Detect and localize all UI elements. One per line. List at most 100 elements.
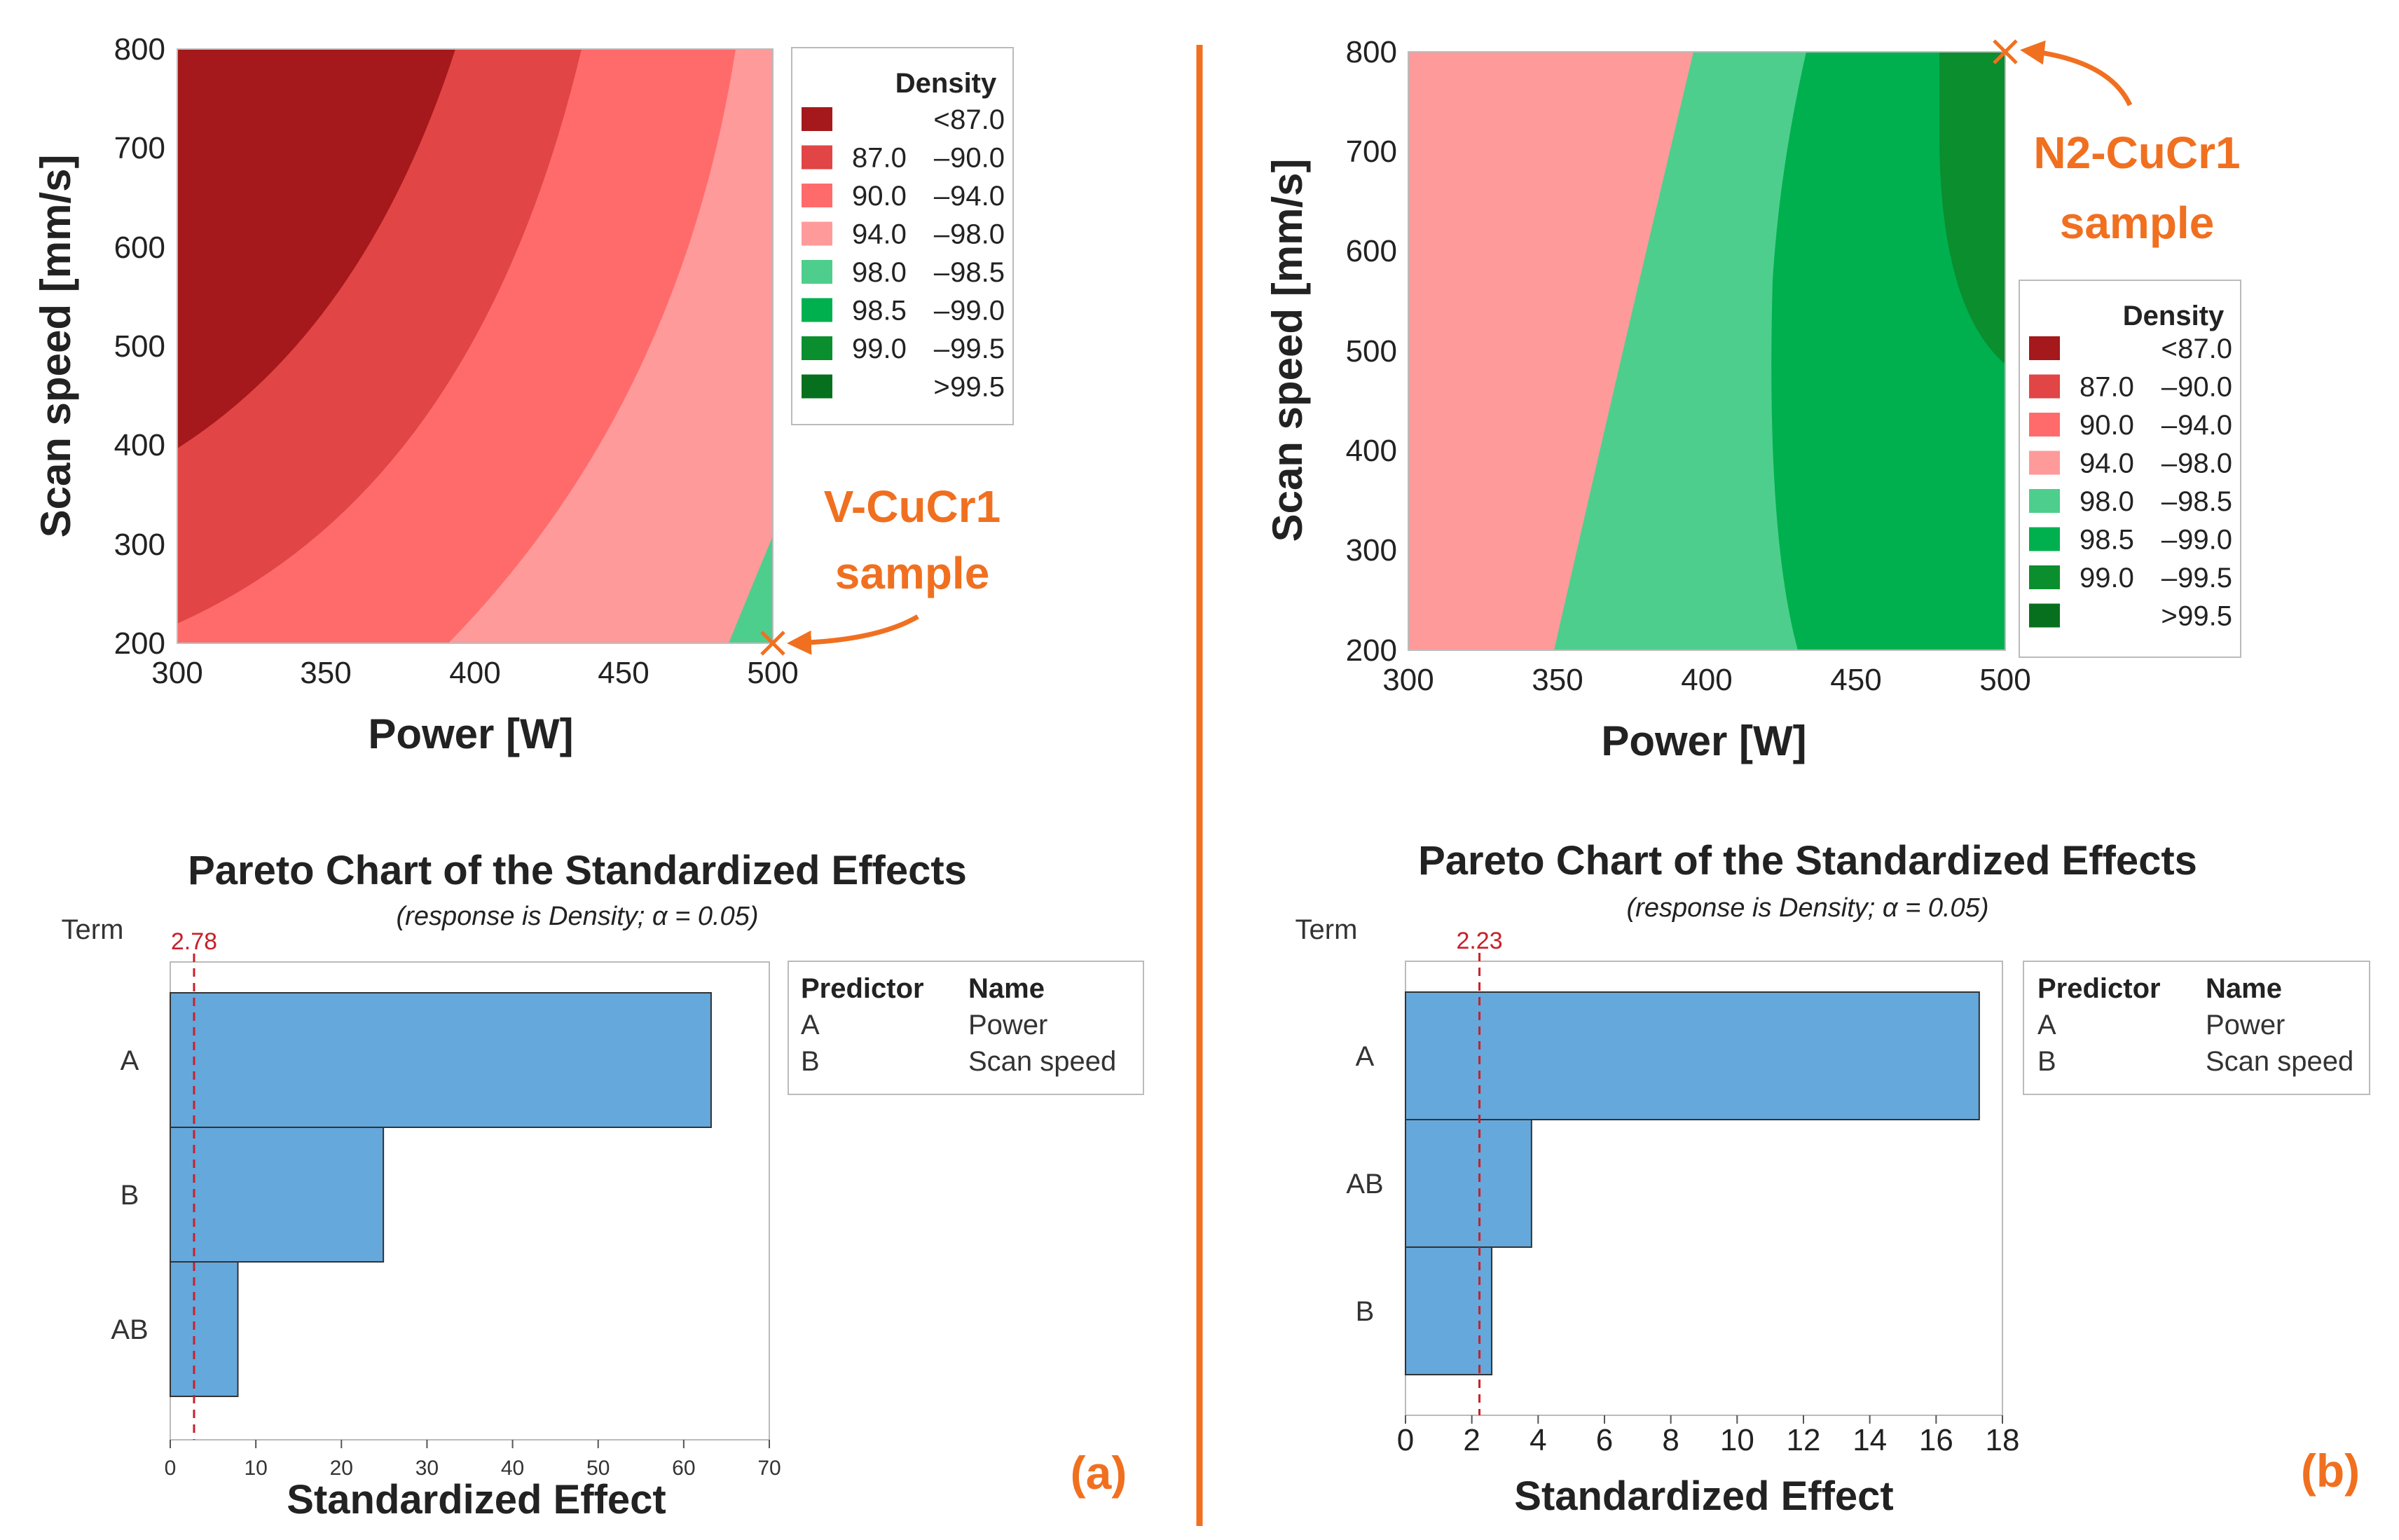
predictor-header: Name bbox=[968, 973, 1045, 1004]
term-tick: AB bbox=[111, 1314, 148, 1345]
y-tick: 700 bbox=[1346, 135, 1397, 169]
region-a-98-985 bbox=[729, 536, 773, 643]
x-axis-title: Standardized Effect bbox=[1514, 1473, 1893, 1519]
pareto-bar-ab bbox=[170, 1261, 239, 1397]
x-tick: 300 bbox=[151, 656, 202, 690]
sample-marker-b: N2-CuCr1 sample bbox=[1993, 39, 2241, 248]
legend-dash: – bbox=[934, 296, 950, 326]
x-tick: 350 bbox=[1532, 663, 1583, 697]
legend-dash: – bbox=[934, 334, 950, 364]
term-label: Term bbox=[1295, 914, 1358, 945]
y-axis-title: Scan speed [mm/s] bbox=[1264, 159, 1311, 542]
annotation-arrow-a bbox=[787, 614, 919, 655]
y-tick: 500 bbox=[1346, 334, 1397, 369]
x-tick: 20 bbox=[330, 1457, 353, 1480]
legend-swatch bbox=[802, 260, 832, 284]
y-tick: 800 bbox=[1346, 35, 1397, 69]
y-axis-title: Scan speed [mm/s] bbox=[32, 155, 79, 538]
x-tick: 500 bbox=[1979, 663, 2030, 697]
legend-low: 99.0 bbox=[2080, 563, 2134, 593]
x-tick: 400 bbox=[1681, 663, 1732, 697]
region-a-94-98 bbox=[448, 49, 773, 643]
predictor-header: Predictor bbox=[801, 973, 924, 1004]
predictor-cell: Power bbox=[2206, 1010, 2285, 1040]
y-tick: 300 bbox=[1346, 533, 1397, 568]
x-tick: 30 bbox=[415, 1457, 439, 1480]
pareto-subtitle: (response is Density; α = 0.05) bbox=[397, 902, 759, 931]
x-tick: 4 bbox=[1530, 1423, 1546, 1457]
x-tick: 0 bbox=[1397, 1423, 1414, 1457]
pareto-subtitle: (response is Density; α = 0.05) bbox=[1627, 893, 1989, 923]
legend-dash: – bbox=[934, 143, 950, 174]
x-tick: 12 bbox=[1787, 1423, 1821, 1457]
legend-low: 87.0 bbox=[852, 143, 907, 174]
x-tick: 10 bbox=[1720, 1423, 1754, 1457]
predictor-cell: B bbox=[2037, 1046, 2056, 1077]
x-axis-a: 300 350 400 450 500 Power [W] bbox=[151, 656, 798, 757]
y-axis-a: 800 700 600 500 400 300 200 Scan speed [… bbox=[32, 32, 165, 661]
term-tick: AB bbox=[1346, 1169, 1383, 1199]
annotation-arrow-b bbox=[2020, 40, 2133, 106]
region-b-99-995 bbox=[1939, 52, 2005, 364]
legend-low: 87.0 bbox=[2080, 372, 2134, 403]
legend-swatch bbox=[2029, 489, 2060, 513]
legend-swatch bbox=[802, 184, 832, 207]
annotation-label: N2-CuCr1 bbox=[2033, 128, 2240, 178]
legend-high: 94.0 bbox=[950, 181, 1005, 212]
y-tick: 300 bbox=[114, 528, 165, 562]
legend-high: 90.0 bbox=[950, 143, 1005, 174]
predictor-table-a: Predictor Name A Power B Scan speed bbox=[788, 961, 1144, 1095]
legend-high: 99.5 bbox=[2178, 563, 2232, 593]
predictor-cell: Scan speed bbox=[968, 1046, 1116, 1077]
contour-plot-b: 800 700 600 500 400 300 200 Scan speed [… bbox=[1264, 35, 2241, 764]
x-tick: 350 bbox=[300, 656, 351, 690]
legend-title: Density bbox=[2123, 301, 2225, 331]
legend-high: 98.0 bbox=[2178, 448, 2232, 479]
y-tick: 600 bbox=[114, 231, 165, 265]
x-tick: 14 bbox=[1852, 1423, 1887, 1457]
pareto-bar-b bbox=[1405, 1246, 1493, 1375]
pareto-chart-b: Pareto Chart of the Standardized Effects… bbox=[1295, 838, 2370, 1519]
x-tick: 10 bbox=[244, 1457, 267, 1480]
y-axis-b: 800 700 600 500 400 300 200 Scan speed [… bbox=[1264, 35, 1397, 668]
legend-low: 99.0 bbox=[852, 334, 907, 364]
legend-swatch bbox=[802, 221, 832, 246]
x-tick: 40 bbox=[501, 1457, 524, 1480]
term-label: Term bbox=[62, 914, 124, 945]
x-tick: 50 bbox=[586, 1457, 610, 1480]
legend-swatch bbox=[2029, 527, 2060, 551]
legend-swatch bbox=[802, 107, 832, 131]
x-axis-title: Power [W] bbox=[1601, 717, 1806, 764]
legend-low: 98.0 bbox=[852, 257, 907, 288]
pareto-bar-b bbox=[170, 1127, 385, 1263]
x-tick: 400 bbox=[449, 656, 500, 690]
legend-dash: – bbox=[2161, 563, 2178, 593]
term-tick: A bbox=[121, 1045, 139, 1076]
legend-high: 99.5 bbox=[2178, 601, 2232, 632]
predictor-cell: A bbox=[801, 1010, 820, 1040]
legend-dash: – bbox=[2161, 410, 2178, 441]
pareto-chart-a: Pareto Chart of the Standardized Effects… bbox=[62, 848, 1144, 1522]
x-tick: 18 bbox=[1986, 1423, 2020, 1457]
pareto-bar-a bbox=[1405, 991, 1980, 1120]
legend-a: Density <87.087.0–90.090.0–94.094.0–98.0… bbox=[791, 47, 1014, 425]
predictor-cell: Scan speed bbox=[2206, 1046, 2353, 1077]
legend-low: 98.5 bbox=[852, 296, 907, 326]
legend-swatch bbox=[2029, 336, 2060, 360]
legend-high: 94.0 bbox=[2178, 410, 2232, 441]
legend-high: 90.0 bbox=[2178, 372, 2232, 403]
legend-swatch bbox=[2029, 451, 2060, 475]
x-tick: 2 bbox=[1463, 1423, 1480, 1457]
panel-label-a: (a) bbox=[1071, 1447, 1127, 1499]
y-tick: 700 bbox=[114, 131, 165, 165]
legend-swatch bbox=[2029, 603, 2060, 628]
legend-high: 98.5 bbox=[950, 257, 1005, 288]
pareto-title: Pareto Chart of the Standardized Effects bbox=[188, 848, 967, 893]
y-tick: 400 bbox=[1346, 434, 1397, 468]
legend-low: 90.0 bbox=[852, 181, 907, 212]
predictor-cell: Power bbox=[968, 1010, 1047, 1040]
legend-high: 99.5 bbox=[950, 334, 1005, 364]
x-tick: 60 bbox=[672, 1457, 695, 1480]
x-tick: 450 bbox=[1830, 663, 1881, 697]
legend-low: 94.0 bbox=[2080, 448, 2134, 479]
